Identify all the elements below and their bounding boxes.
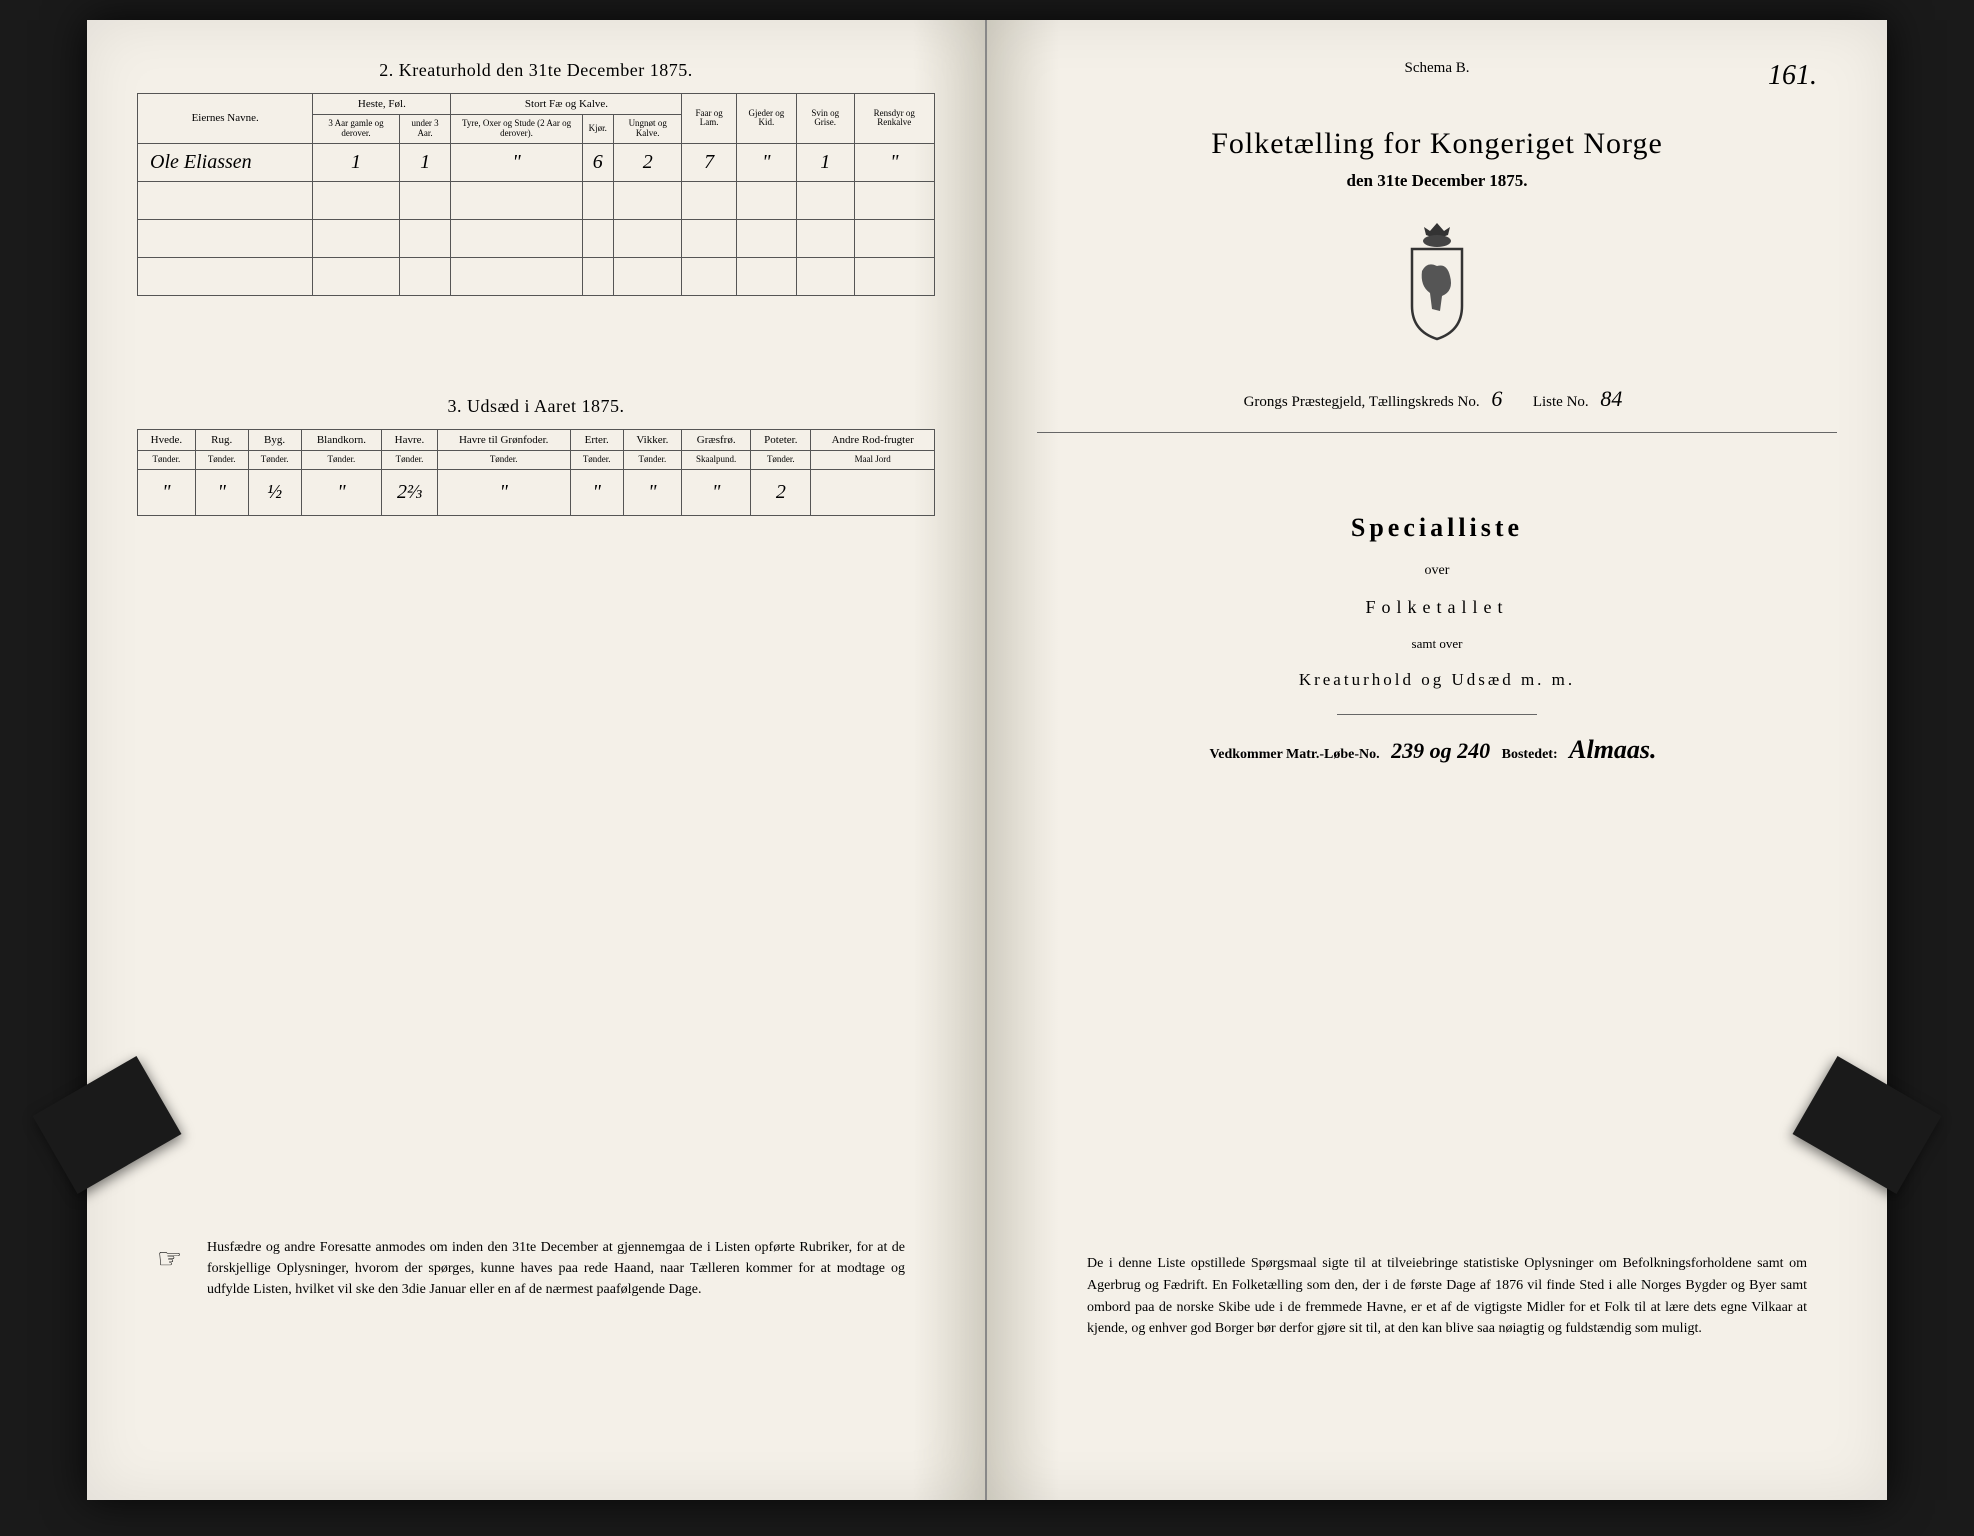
cell: " (301, 469, 382, 515)
cell: 1 (796, 143, 854, 181)
th-cows: Kjør. (582, 115, 613, 144)
left-page: 2. Kreaturhold den 31te December 1875. E… (87, 20, 987, 1500)
th-pigs: Svin og Grise. (796, 94, 854, 144)
page-number: 161. (1768, 60, 1817, 92)
unit: Tønder. (382, 450, 437, 469)
footnote-text: Husfædre og andre Foresatte anmodes om i… (207, 1240, 905, 1297)
unit: Maal Jord (811, 450, 935, 469)
vedkommer-label: Vedkommer Matr.-Løbe-No. (1209, 747, 1379, 762)
cell: " (854, 143, 934, 181)
seed-table: Hvede. Rug. Byg. Blandkorn. Havre. Havre… (137, 429, 935, 516)
unit: Tønder. (437, 450, 570, 469)
table-row: Ole Eliassen 1 1 " 6 2 7 " 1 " (138, 143, 935, 181)
cell: " (195, 469, 248, 515)
cell (811, 469, 935, 515)
th-oats: Havre. (382, 429, 437, 450)
cell: 6 (582, 143, 613, 181)
coat-of-arms-icon (1037, 221, 1837, 346)
table-row (138, 257, 935, 295)
cell: " (682, 469, 751, 515)
livestock-table: Eiernes Navne. Heste, Føl. Stort Fæ og K… (137, 93, 935, 296)
th-horses-old: 3 Aar gamle og derover. (313, 115, 399, 144)
section3-title: 3. Udsæd i Aaret 1875. (137, 396, 935, 417)
subtitle: den 31te December 1875. (1037, 171, 1837, 191)
parish-label: Grongs Præstegjeld, Tællingskreds No. (1244, 394, 1480, 410)
cell: " (437, 469, 570, 515)
bostedet-label: Bostedet: (1502, 747, 1558, 762)
th-grass: Græsfrø. (682, 429, 751, 450)
right-footnote: De i denne Liste opstillede Spørgsmaal s… (1087, 1253, 1807, 1340)
cell: 2 (613, 143, 682, 181)
unit: Tønder. (751, 450, 811, 469)
section2-title: 2. Kreaturhold den 31te December 1875. (137, 60, 935, 81)
cell-owner: Ole Eliassen (138, 143, 313, 181)
th-other: Andre Rod-frugter (811, 429, 935, 450)
th-horses-group: Heste, Føl. (313, 94, 451, 115)
th-oats-fodder: Havre til Grønfoder. (437, 429, 570, 450)
bostedet: Almaas. (1561, 735, 1664, 764)
th-barley: Byg. (248, 429, 301, 450)
pointing-hand-icon: ☞ (157, 1239, 182, 1281)
cell: ½ (248, 469, 301, 515)
cell: " (623, 469, 681, 515)
th-mixed: Blandkorn. (301, 429, 382, 450)
book-spread: 2. Kreaturhold den 31te December 1875. E… (87, 20, 1887, 1500)
unit: Tønder. (301, 450, 382, 469)
cell: " (138, 469, 196, 515)
th-peas: Erter. (570, 429, 623, 450)
left-footnote: ☞ Husfædre og andre Foresatte anmodes om… (207, 1237, 905, 1300)
book-clip-right (1793, 1056, 1942, 1194)
cell: 2⅔ (382, 469, 437, 515)
unit: Tønder. (138, 450, 196, 469)
main-title: Folketælling for Kongeriget Norge (1037, 127, 1837, 161)
folketallet: Folketallet (1037, 597, 1837, 618)
matr-no: 239 og 240 (1383, 738, 1498, 763)
cell: " (451, 143, 582, 181)
th-horses-young: under 3 Aar. (399, 115, 451, 144)
th-bulls: Tyre, Oxer og Stude (2 Aar og derover). (451, 115, 582, 144)
right-page: 161. Schema B. Folketælling for Kongerig… (987, 20, 1887, 1500)
th-cattle-group: Stort Fæ og Kalve. (451, 94, 682, 115)
th-potatoes: Poteter. (751, 429, 811, 450)
liste-label: Liste No. (1533, 394, 1589, 410)
th-goats: Gjeder og Kid. (736, 94, 796, 144)
cell: 7 (682, 143, 736, 181)
cell: " (736, 143, 796, 181)
cell: 1 (313, 143, 399, 181)
unit: Tønder. (195, 450, 248, 469)
circle-no: 6 (1483, 386, 1510, 411)
table-row: " " ½ " 2⅔ " " " " 2 (138, 469, 935, 515)
th-rye: Rug. (195, 429, 248, 450)
cell: 2 (751, 469, 811, 515)
divider (1337, 714, 1537, 715)
samt-over: samt over (1037, 636, 1837, 652)
unit: Tønder. (570, 450, 623, 469)
vedkommer-line: Vedkommer Matr.-Løbe-No. 239 og 240 Bost… (1037, 735, 1837, 765)
th-calves: Ungnøt og Kalve. (613, 115, 682, 144)
th-owner: Eiernes Navne. (138, 94, 313, 144)
over-text: over (1037, 563, 1837, 579)
kreatur-line: Kreaturhold og Udsæd m. m. (1037, 670, 1837, 690)
th-vetch: Vikker. (623, 429, 681, 450)
book-clip-left (33, 1056, 182, 1194)
liste-no: 84 (1592, 386, 1630, 411)
table-row (138, 219, 935, 257)
unit: Tønder. (248, 450, 301, 469)
th-sheep: Faar og Lam. (682, 94, 736, 144)
th-wheat: Hvede. (138, 429, 196, 450)
cell: " (570, 469, 623, 515)
specialliste-title: Specialliste (1037, 513, 1837, 543)
cell: 1 (399, 143, 451, 181)
parish-line: Grongs Præstegjeld, Tællingskreds No. 6 … (1037, 386, 1837, 433)
unit: Tønder. (623, 450, 681, 469)
schema-label: Schema B. (1037, 60, 1837, 77)
table-row (138, 181, 935, 219)
unit: Skaalpund. (682, 450, 751, 469)
th-reindeer: Rensdyr og Renkalve (854, 94, 934, 144)
